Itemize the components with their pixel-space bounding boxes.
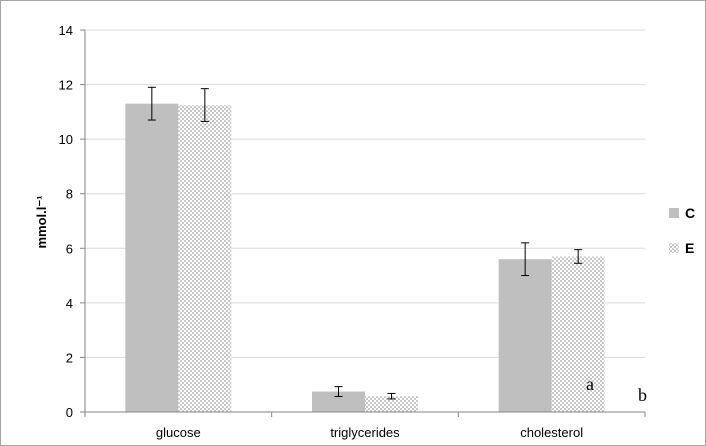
y-tick-label: 12 bbox=[59, 78, 73, 93]
legend-swatch-E bbox=[669, 243, 679, 253]
y-tick-label: 0 bbox=[66, 405, 73, 420]
bar-E-triglycerides bbox=[365, 396, 418, 412]
y-axis-label: mmol.l⁻¹ bbox=[34, 195, 49, 248]
legend-label-E: E bbox=[685, 240, 694, 256]
y-tick-label: 2 bbox=[66, 350, 73, 365]
x-tick-labels: glucose triglycerides cholesterol bbox=[156, 425, 583, 440]
bar-E-cholesterol bbox=[551, 256, 605, 412]
bars-group bbox=[125, 86, 605, 413]
y-tick-labels: 0 2 4 6 8 10 12 14 bbox=[59, 23, 73, 420]
annotation-a: a bbox=[586, 374, 594, 394]
legend-swatch-C bbox=[669, 208, 679, 218]
x-tick-label: glucose bbox=[156, 425, 201, 440]
x-tick-label: triglycerides bbox=[330, 425, 400, 440]
legend: CE bbox=[669, 205, 695, 256]
y-tick-label: 8 bbox=[66, 187, 73, 202]
y-tick-label: 6 bbox=[66, 241, 73, 256]
x-tick-label: cholesterol bbox=[520, 425, 583, 440]
y-tick-label: 14 bbox=[59, 23, 73, 38]
annotation-b: b bbox=[638, 385, 647, 405]
y-tick-label: 4 bbox=[66, 296, 73, 311]
bar-C-cholesterol bbox=[498, 259, 552, 412]
legend-label-C: C bbox=[685, 205, 695, 221]
bar-C-glucose bbox=[125, 103, 179, 413]
y-tick-label: 10 bbox=[59, 132, 73, 147]
bar-E-glucose bbox=[178, 105, 232, 413]
bar-C-triglycerides bbox=[312, 391, 365, 412]
axes-group bbox=[80, 29, 646, 417]
